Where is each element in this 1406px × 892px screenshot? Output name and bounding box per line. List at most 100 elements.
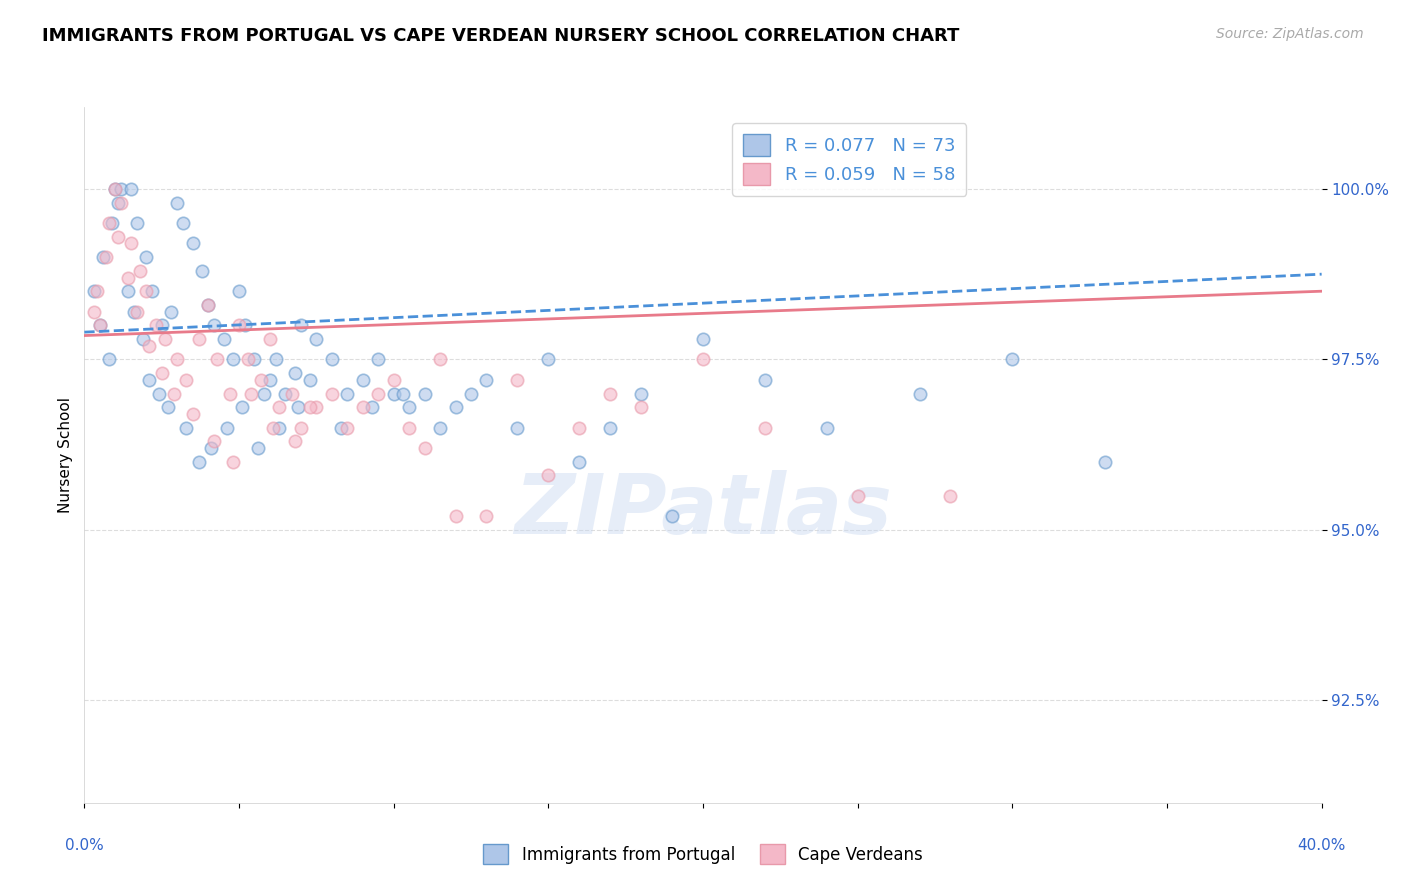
Point bbox=[138, 373, 160, 387]
Point bbox=[215, 420, 238, 434]
Point bbox=[284, 434, 307, 449]
Point bbox=[284, 366, 307, 380]
Text: 40.0%: 40.0% bbox=[1298, 838, 1346, 853]
Point bbox=[166, 195, 188, 210]
Point bbox=[259, 373, 281, 387]
Point bbox=[125, 216, 148, 230]
Point bbox=[815, 420, 838, 434]
Point bbox=[202, 434, 225, 449]
Point bbox=[176, 373, 198, 387]
Text: IMMIGRANTS FROM PORTUGAL VS CAPE VERDEAN NURSERY SCHOOL CORRELATION CHART: IMMIGRANTS FROM PORTUGAL VS CAPE VERDEAN… bbox=[42, 27, 959, 45]
Text: 0.0%: 0.0% bbox=[65, 838, 104, 853]
Point bbox=[191, 264, 214, 278]
Point bbox=[361, 400, 384, 414]
Point bbox=[274, 386, 297, 401]
Point bbox=[83, 284, 105, 298]
Point bbox=[86, 284, 108, 298]
Point bbox=[160, 304, 183, 318]
Point bbox=[120, 182, 142, 196]
Point bbox=[460, 386, 482, 401]
Point bbox=[98, 352, 121, 367]
Point bbox=[846, 489, 869, 503]
Point bbox=[240, 386, 263, 401]
Point bbox=[599, 420, 621, 434]
Point bbox=[153, 332, 176, 346]
Point bbox=[280, 386, 302, 401]
Point bbox=[120, 236, 142, 251]
Point bbox=[181, 407, 204, 421]
Point bbox=[382, 386, 405, 401]
Point bbox=[330, 420, 353, 434]
Point bbox=[150, 366, 173, 380]
Point bbox=[132, 332, 155, 346]
Point bbox=[89, 318, 111, 333]
Point bbox=[939, 489, 962, 503]
Point bbox=[181, 236, 204, 251]
Point bbox=[444, 400, 467, 414]
Point bbox=[148, 386, 170, 401]
Point bbox=[228, 284, 250, 298]
Point bbox=[630, 400, 652, 414]
Point bbox=[367, 386, 389, 401]
Point bbox=[187, 332, 209, 346]
Point bbox=[176, 420, 198, 434]
Point bbox=[305, 400, 328, 414]
Point bbox=[89, 318, 111, 333]
Point bbox=[233, 318, 256, 333]
Point bbox=[141, 284, 163, 298]
Point bbox=[212, 332, 235, 346]
Point bbox=[475, 509, 498, 524]
Point bbox=[568, 455, 591, 469]
Point bbox=[754, 373, 776, 387]
Point bbox=[599, 386, 621, 401]
Point bbox=[305, 332, 328, 346]
Point bbox=[382, 373, 405, 387]
Point bbox=[537, 352, 560, 367]
Point bbox=[218, 386, 240, 401]
Point bbox=[290, 318, 312, 333]
Point bbox=[122, 304, 145, 318]
Point bbox=[253, 386, 276, 401]
Point bbox=[287, 400, 309, 414]
Point bbox=[249, 373, 271, 387]
Point bbox=[207, 352, 229, 367]
Point bbox=[110, 195, 132, 210]
Point bbox=[398, 400, 420, 414]
Point bbox=[197, 298, 219, 312]
Point bbox=[228, 318, 250, 333]
Point bbox=[568, 420, 591, 434]
Point bbox=[238, 352, 260, 367]
Point bbox=[1001, 352, 1024, 367]
Point bbox=[352, 373, 374, 387]
Point bbox=[299, 373, 322, 387]
Point bbox=[321, 386, 343, 401]
Point bbox=[83, 304, 105, 318]
Point bbox=[110, 182, 132, 196]
Point bbox=[908, 386, 931, 401]
Point bbox=[692, 332, 714, 346]
Point bbox=[117, 270, 139, 285]
Point bbox=[754, 420, 776, 434]
Point bbox=[398, 420, 420, 434]
Point bbox=[98, 216, 121, 230]
Point bbox=[91, 250, 114, 264]
Point bbox=[506, 373, 529, 387]
Point bbox=[202, 318, 225, 333]
Point bbox=[299, 400, 322, 414]
Point bbox=[135, 284, 157, 298]
Point bbox=[259, 332, 281, 346]
Point bbox=[413, 386, 436, 401]
Point bbox=[269, 400, 291, 414]
Point bbox=[1094, 455, 1116, 469]
Point bbox=[135, 250, 157, 264]
Point bbox=[172, 216, 194, 230]
Point bbox=[156, 400, 179, 414]
Point bbox=[101, 216, 124, 230]
Point bbox=[392, 386, 415, 401]
Point bbox=[429, 352, 451, 367]
Point bbox=[692, 352, 714, 367]
Point bbox=[138, 339, 160, 353]
Point bbox=[222, 352, 245, 367]
Point bbox=[264, 352, 287, 367]
Point bbox=[187, 455, 209, 469]
